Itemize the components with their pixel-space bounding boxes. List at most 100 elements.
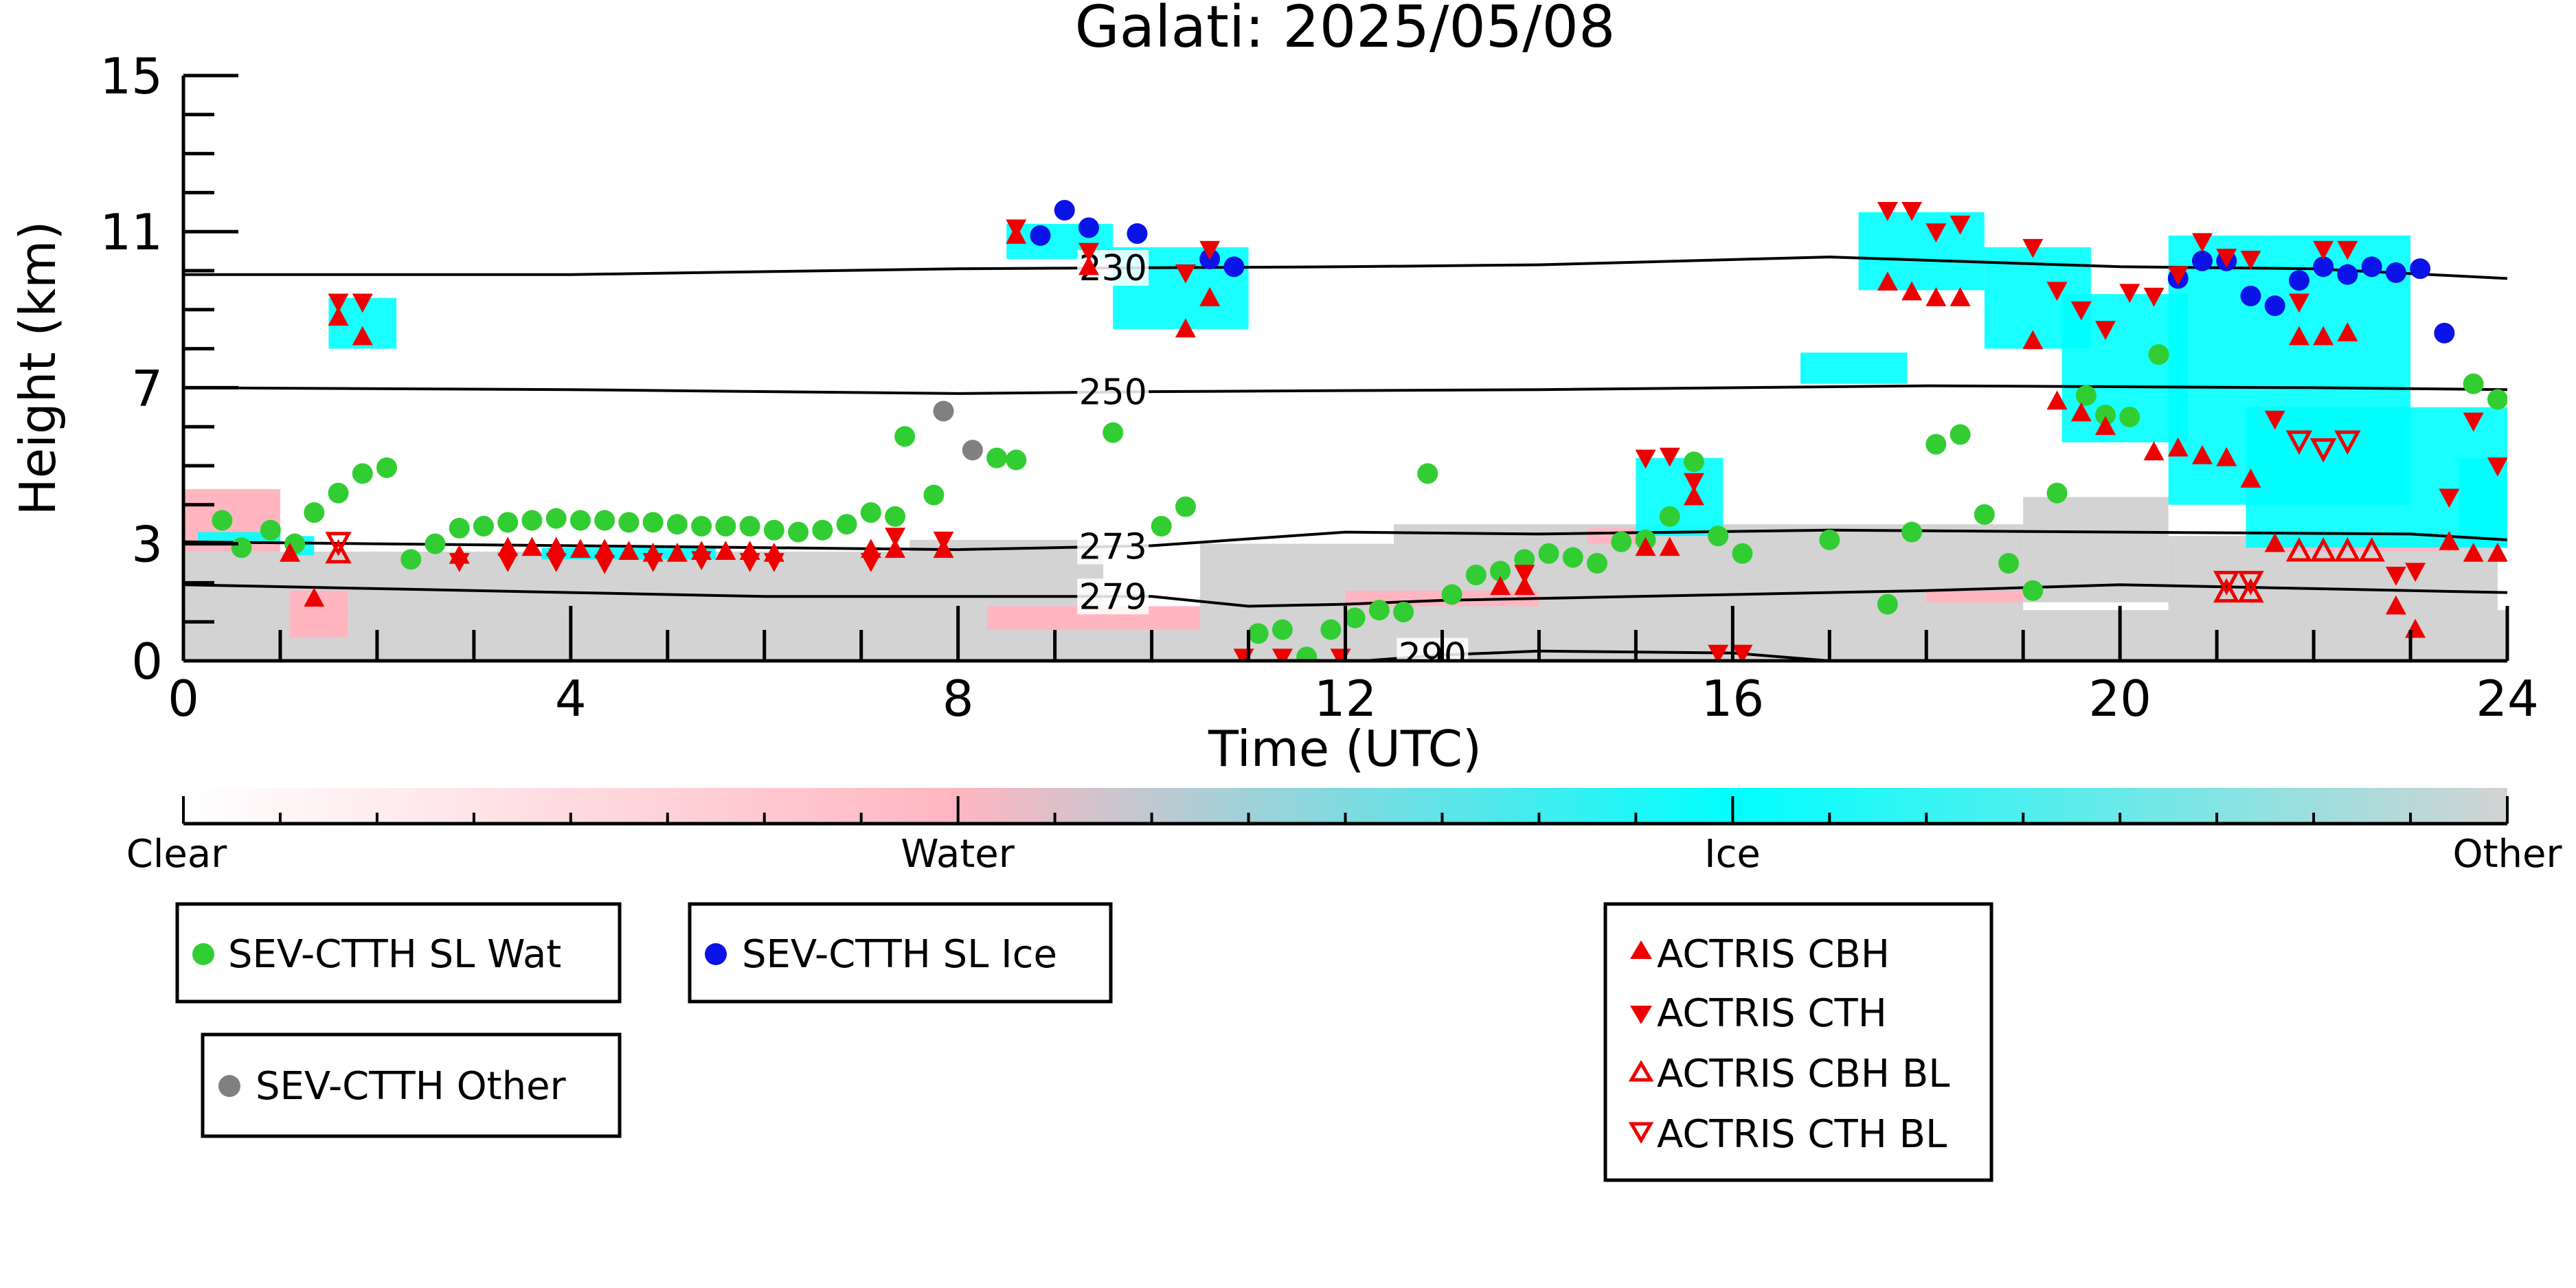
point-actris-cth-43 [2337, 240, 2358, 260]
legend-marker-actris-cbh [1630, 940, 1652, 959]
point-sev-ctth-sl-wat-61 [1950, 424, 1971, 445]
point-sev-ctth-sl-ice-13 [2337, 264, 2358, 285]
series-sev-ctth-sl-wat [212, 344, 2507, 661]
y-tick-label-0: 0 [131, 633, 163, 690]
point-sev-ctth-sl-wat-40 [1344, 607, 1366, 629]
point-sev-ctth-sl-wat-70 [2463, 373, 2484, 394]
point-sev-ctth-sl-wat-56 [1732, 543, 1753, 564]
point-sev-ctth-sl-wat-30 [923, 484, 945, 506]
point-sev-ctth-sl-wat-65 [2046, 482, 2068, 504]
y-axis-label: Height (km) [9, 221, 67, 516]
chart-title: Galati: 2025/05/08 [1075, 0, 1616, 60]
point-sev-ctth-sl-ice-5 [1223, 256, 1245, 278]
point-actris-cbh-35 [2070, 402, 2092, 422]
point-sev-ctth-sl-wat-45 [1465, 565, 1487, 586]
point-sev-ctth-sl-wat-71 [2487, 389, 2507, 410]
point-actris-cth-31 [2046, 282, 2068, 302]
x-tick-label-4: 4 [555, 670, 587, 727]
point-sev-ctth-sl-wat-49 [1562, 547, 1583, 568]
point-actris-cth-15 [1175, 264, 1196, 284]
point-sev-ctth-sl-ice-16 [2410, 258, 2431, 280]
axes: 0 3 7 11 15 0 4 8 12 16 20 24 [100, 47, 2538, 727]
point-sev-ctth-sl-ice-14 [2361, 256, 2382, 278]
point-actris-cbh-44 [2313, 326, 2334, 346]
point-sev-ctth-sl-ice-3 [1127, 223, 1148, 245]
point-actris-cbh-46 [2385, 595, 2406, 615]
point-actris-cbh-14 [715, 541, 736, 560]
point-actris-cth-14 [1078, 242, 1099, 262]
point-sev-ctth-sl-wat-39 [1320, 619, 1342, 640]
point-actris-cth-2 [449, 553, 470, 572]
legend-label-other: SEV-CTTH Other [256, 1064, 567, 1109]
mask-region-water-11 [1926, 590, 2024, 602]
point-sev-ctth-sl-wat-8 [400, 549, 422, 570]
point-sev-ctth-sl-wat-41 [1368, 600, 1390, 621]
colorbar-ticks [182, 796, 2509, 824]
point-sev-ctth-sl-wat-12 [497, 512, 519, 533]
point-actris-cbh-2 [328, 306, 349, 326]
point-actris-cbh-21 [1078, 256, 1099, 275]
point-actris-cth-35 [2143, 287, 2165, 307]
point-sev-ctth-sl-wat-64 [2022, 580, 2044, 601]
x-axis-label: Time (UTC) [1208, 720, 1482, 778]
legend-marker-sl-wat [192, 943, 214, 965]
point-sev-ctth-sl-wat-20 [691, 516, 712, 537]
contour-label-290: 290 [1399, 636, 1467, 677]
point-sev-ctth-sl-wat-60 [1925, 433, 1947, 455]
point-actris-cth-20 [1514, 565, 1535, 584]
point-sev-ctth-sl-ice-2 [1078, 217, 1099, 238]
point-actris-cbh-29 [1877, 271, 1898, 291]
point-actris-cth-7 [691, 551, 712, 571]
point-actris-cth-36 [2167, 266, 2189, 286]
point-actris-cth-22 [1659, 447, 1680, 467]
point-sev-ctth-sl-ice-12 [2313, 256, 2334, 278]
point-actris-cth-1 [352, 293, 373, 313]
point-actris-cbh-9 [594, 539, 615, 558]
point-actris-cth-8 [739, 553, 760, 572]
point-actris-cbh-37 [2143, 441, 2165, 461]
point-actris-cbh-42 [2264, 532, 2285, 552]
point-sev-ctth-sl-wat-11 [473, 516, 494, 537]
colorbar-label-clear: Clear [126, 832, 227, 877]
legend-marker-actris-cth [1630, 1006, 1652, 1024]
point-actris-cbh-8 [569, 539, 591, 558]
point-sev-ctth-sl-wat-18 [642, 512, 664, 533]
point-actris-cbh-25 [1514, 576, 1535, 596]
legend-label-actris-cbh: ACTRIS CBH [1657, 932, 1890, 977]
point-actris-cth-48 [2487, 457, 2507, 477]
legend-actris: ACTRIS CBH ACTRIS CTH ACTRIS CBH BL ACTR… [1603, 902, 1993, 1182]
point-sev-ctth-sl-wat-68 [2119, 407, 2140, 427]
point-actris-cth-6 [642, 553, 664, 572]
point-sev-ctth-sl-wat-9 [425, 533, 446, 554]
point-sev-ctth-sl-wat-16 [594, 510, 615, 531]
point-actris-cbh-bl-5 [2334, 536, 2361, 562]
point-sev-ctth-sl-ice-0 [1030, 225, 1051, 246]
point-actris-cbh-36 [2095, 416, 2116, 436]
point-sev-ctth-sl-ice-9 [2240, 285, 2261, 306]
point-actris-cth-3 [497, 553, 519, 572]
point-sev-ctth-sl-wat-53 [1659, 506, 1680, 527]
legend-label-actris-cth-bl: ACTRIS CTH BL [1657, 1112, 1947, 1157]
point-actris-cbh-6 [521, 536, 543, 556]
colorbar-label-water: Water [901, 832, 1015, 877]
point-sev-ctth-sl-wat-38 [1296, 646, 1318, 661]
point-sev-ctth-sl-wat-14 [545, 508, 567, 529]
point-actris-cth-45 [2405, 563, 2426, 583]
point-actris-cth-37 [2191, 233, 2213, 253]
legend-marker-actris-cbh-bl [1628, 1060, 1654, 1082]
y-tick-label-7: 7 [131, 359, 163, 417]
point-actris-cth-44 [2385, 567, 2406, 586]
point-actris-cbh-24 [1490, 576, 1511, 596]
point-actris-cbh-39 [2191, 445, 2213, 464]
point-actris-cbh-0 [280, 543, 301, 562]
point-actris-cth-28 [1925, 223, 1947, 242]
point-actris-cth-bl-0 [325, 532, 352, 556]
point-actris-cbh-43 [2288, 326, 2309, 346]
point-sev-ctth-sl-wat-21 [715, 516, 736, 537]
x-tick-label-12: 12 [1314, 670, 1377, 727]
point-actris-cbh-34 [2046, 390, 2068, 410]
point-sev-ctth-sl-wat-22 [739, 516, 760, 537]
point-actris-cth-5 [594, 555, 615, 574]
point-sev-ctth-sl-wat-0 [212, 510, 233, 531]
